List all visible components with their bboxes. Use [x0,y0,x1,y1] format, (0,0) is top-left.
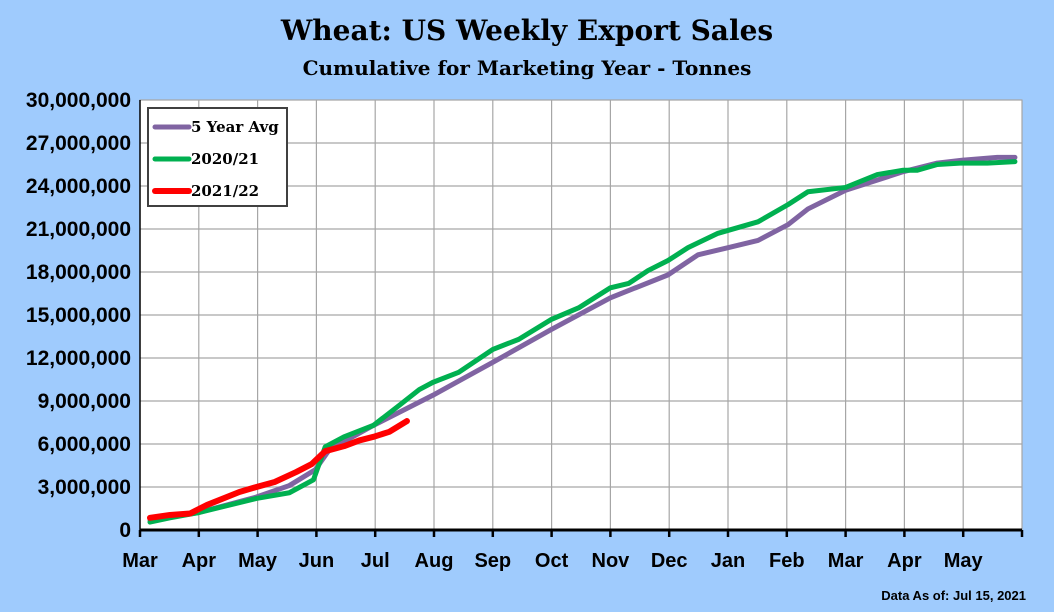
x-tick-label: Mar [122,550,158,572]
x-tick-label: Dec [651,550,688,572]
y-tick-label: 9,000,000 [38,390,131,413]
data-as-of-note: Data As of: Jul 15, 2021 [881,588,1026,603]
y-tick-label: 3,000,000 [38,476,131,499]
x-tick-label: Mar [828,550,864,572]
y-tick-label: 30,000,000 [26,89,131,112]
series-line-2021-22 [146,418,410,521]
y-tick-label: 15,000,000 [26,304,131,327]
y-tick-label: 24,000,000 [26,175,131,198]
legend: 5 Year Avg 2020/21 2021/22 [147,107,288,207]
y-tick-label: 18,000,000 [26,261,131,284]
x-tick-label: Aug [415,550,454,572]
y-tick-label: 27,000,000 [26,132,131,155]
x-tick-label: Apr [887,550,922,572]
y-tick-label: 0 [119,519,131,542]
x-tick-label: Jul [361,550,390,572]
y-tick-label: 6,000,000 [38,433,131,456]
chart-title: Wheat: US Weekly Export Sales [280,14,774,47]
legend-label: 5 Year Avg [191,118,279,136]
legend-label: 2021/22 [191,182,259,200]
y-tick-label: 12,000,000 [26,347,131,370]
x-tick-label: Feb [769,550,805,572]
x-tick-label: Jun [299,550,335,572]
x-tick-label: Nov [592,550,631,572]
legend-label: 2020/21 [191,150,259,168]
series-line-2020-21 [147,159,1018,525]
x-tick-label: Oct [535,550,569,572]
y-tick-label: 21,000,000 [26,218,131,241]
chart-subtitle: Cumulative for Marketing Year - Tonnes [302,56,752,80]
x-tick-label: Jan [711,550,745,572]
x-tick-label: Apr [182,550,217,572]
x-tick-label: May [238,550,278,572]
x-tick-label: May [944,550,984,572]
x-tick-label: Sep [474,550,511,572]
